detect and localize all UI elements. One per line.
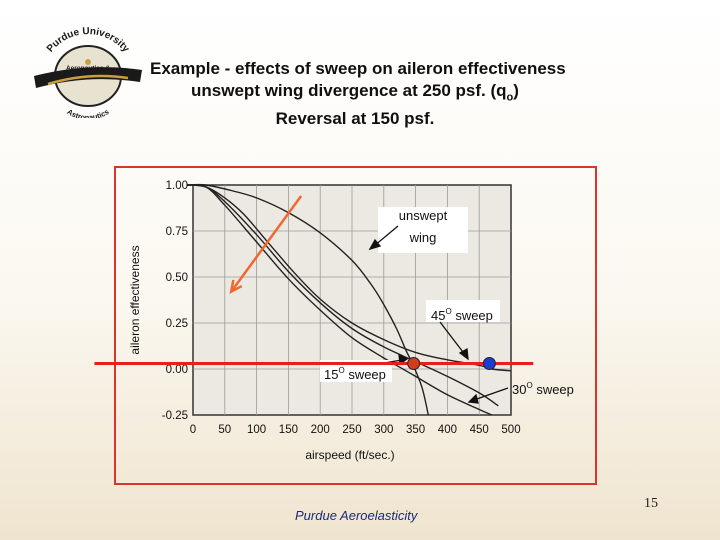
sweep30-label-number: 30: [512, 382, 526, 397]
sweep45-degree: O: [445, 307, 451, 316]
sweep45-pointer-head: [458, 347, 469, 361]
sweep45-label-number: 45: [431, 308, 445, 323]
x-tick-label-250: 250: [342, 424, 361, 436]
curve-sweep-15: [186, 184, 493, 416]
y-tick-label-5: -0.25: [162, 410, 188, 422]
reversal-45-sweep-marker: [482, 356, 496, 370]
trend-arrow-head: [229, 279, 243, 295]
sweep45-label: 45O sweep: [431, 307, 493, 323]
sweep30-pointer: [473, 387, 509, 401]
sweep30-suffix: sweep: [533, 382, 574, 397]
sweep15-label-number: 15: [324, 367, 338, 382]
y-tick-label-0: 1.00: [166, 180, 188, 192]
chart-frame: [114, 166, 597, 485]
x-tick-label-500: 500: [501, 424, 520, 436]
title-line-2-close: ): [513, 81, 519, 100]
curve-sweep-30: [186, 184, 499, 407]
sweep15-label: 15O sweep: [324, 366, 386, 382]
title-line-2-subscript: o: [506, 91, 514, 104]
sweep15-pointer-head: [398, 353, 409, 366]
unswept-pointer-head: [368, 238, 382, 251]
reversal-15-sweep-marker: [407, 356, 421, 370]
trend-arrow-line: [230, 195, 303, 293]
x-axis-label: airspeed (ft/sec.): [305, 448, 394, 462]
sweep15-label-box: [320, 360, 392, 382]
sweep45-suffix: sweep: [452, 308, 493, 323]
x-tick-label-0: 0: [190, 424, 196, 436]
x-tick-label-350: 350: [406, 424, 425, 436]
x-axis-ticks: 0 50 100 150 200 250 300 350 400 450 500: [190, 424, 521, 436]
x-tick-label-50: 50: [218, 424, 231, 436]
title-line-1: Example - effects of sweep on aileron ef…: [150, 59, 566, 78]
y-tick-label-3: 0.25: [166, 318, 188, 330]
slide-title: Example - effects of sweep on aileron ef…: [150, 58, 566, 130]
unswept-label-line-2: wing: [409, 230, 437, 245]
title-line-2-main: unswept wing divergence at 250 psf. (q: [191, 81, 507, 100]
page-number: 15: [644, 496, 658, 511]
sweep45-label-box: [426, 300, 500, 322]
x-tick-label-400: 400: [438, 424, 457, 436]
sweep15-degree: O: [338, 366, 344, 375]
sweep45-pointer: [439, 321, 467, 357]
logo-star: [85, 59, 91, 65]
purdue-aeronautics-logo: Purdue University Aeronautics & Astronau…: [34, 26, 142, 118]
footer-text: Purdue Aeroelasticity: [295, 508, 418, 523]
y-axis-ticks: 1.00 0.75 0.50 0.25 0.00 -0.25: [162, 180, 188, 422]
title-line-2: unswept wing divergence at 250 psf. (qo): [150, 80, 560, 108]
y-tick-label-1: 0.75: [166, 226, 188, 238]
title-line-3: Reversal at 150 psf.: [275, 109, 435, 129]
logo-swoosh: [47, 74, 129, 86]
x-tick-label-200: 200: [311, 424, 330, 436]
sweep30-pointer-head: [467, 393, 479, 404]
annotation-overlay: [94, 195, 534, 370]
x-tick-label-300: 300: [374, 424, 393, 436]
x-tick-label-450: 450: [470, 424, 489, 436]
y-tick-label-2: 0.50: [166, 272, 188, 284]
sweep30-degree: O: [526, 381, 532, 390]
y-tick-label-4: 0.00: [166, 364, 188, 376]
x-tick-label-100: 100: [247, 424, 266, 436]
y-axis-label: aileron effectiveness: [128, 245, 142, 354]
x-tick-label-150: 150: [279, 424, 298, 436]
sweep30-label: 30O sweep: [512, 381, 574, 397]
sweep15-suffix: sweep: [345, 367, 386, 382]
logo-middle-text: Aeronautics &: [66, 65, 110, 72]
unswept-label-line-1: unswept: [399, 208, 448, 223]
